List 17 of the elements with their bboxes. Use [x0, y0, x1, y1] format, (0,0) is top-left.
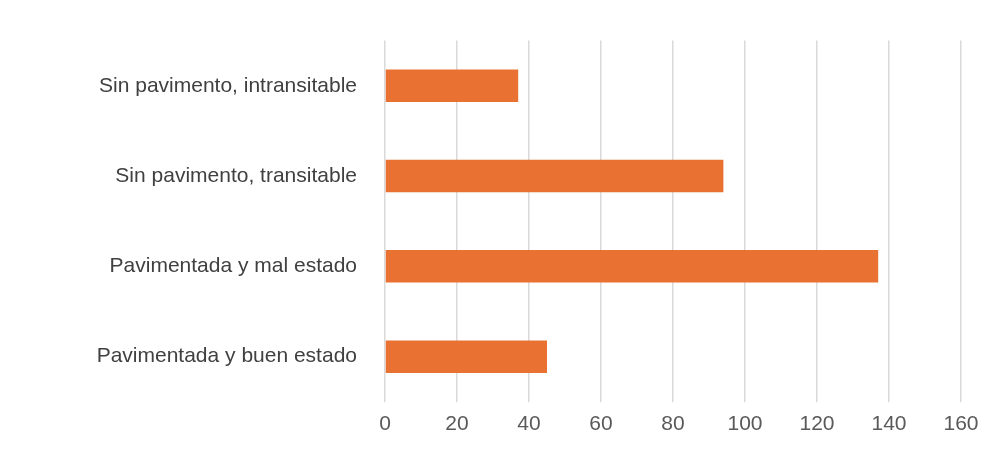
x-tick-label: 60 — [589, 411, 613, 435]
x-tick-label: 40 — [517, 411, 541, 435]
y-tick-label: Pavimentada y mal estado — [109, 253, 357, 277]
y-tick-label: Pavimentada y buen estado — [96, 343, 357, 367]
x-tick-label: 80 — [661, 411, 685, 435]
y-tick-label: Sin pavimento, intransitable — [99, 72, 357, 96]
bar — [385, 159, 724, 193]
bar — [385, 69, 519, 102]
x-tick-label: 140 — [871, 411, 907, 435]
x-tick-label: 100 — [727, 411, 763, 435]
x-tick-label: 20 — [445, 411, 469, 435]
bar — [385, 340, 547, 373]
x-tick-label: 120 — [799, 411, 835, 435]
y-tick-label: Sin pavimento, transitable — [115, 162, 357, 186]
bar — [385, 250, 879, 283]
x-tick-label: 0 — [379, 411, 391, 435]
x-tick-label: 160 — [943, 411, 979, 435]
